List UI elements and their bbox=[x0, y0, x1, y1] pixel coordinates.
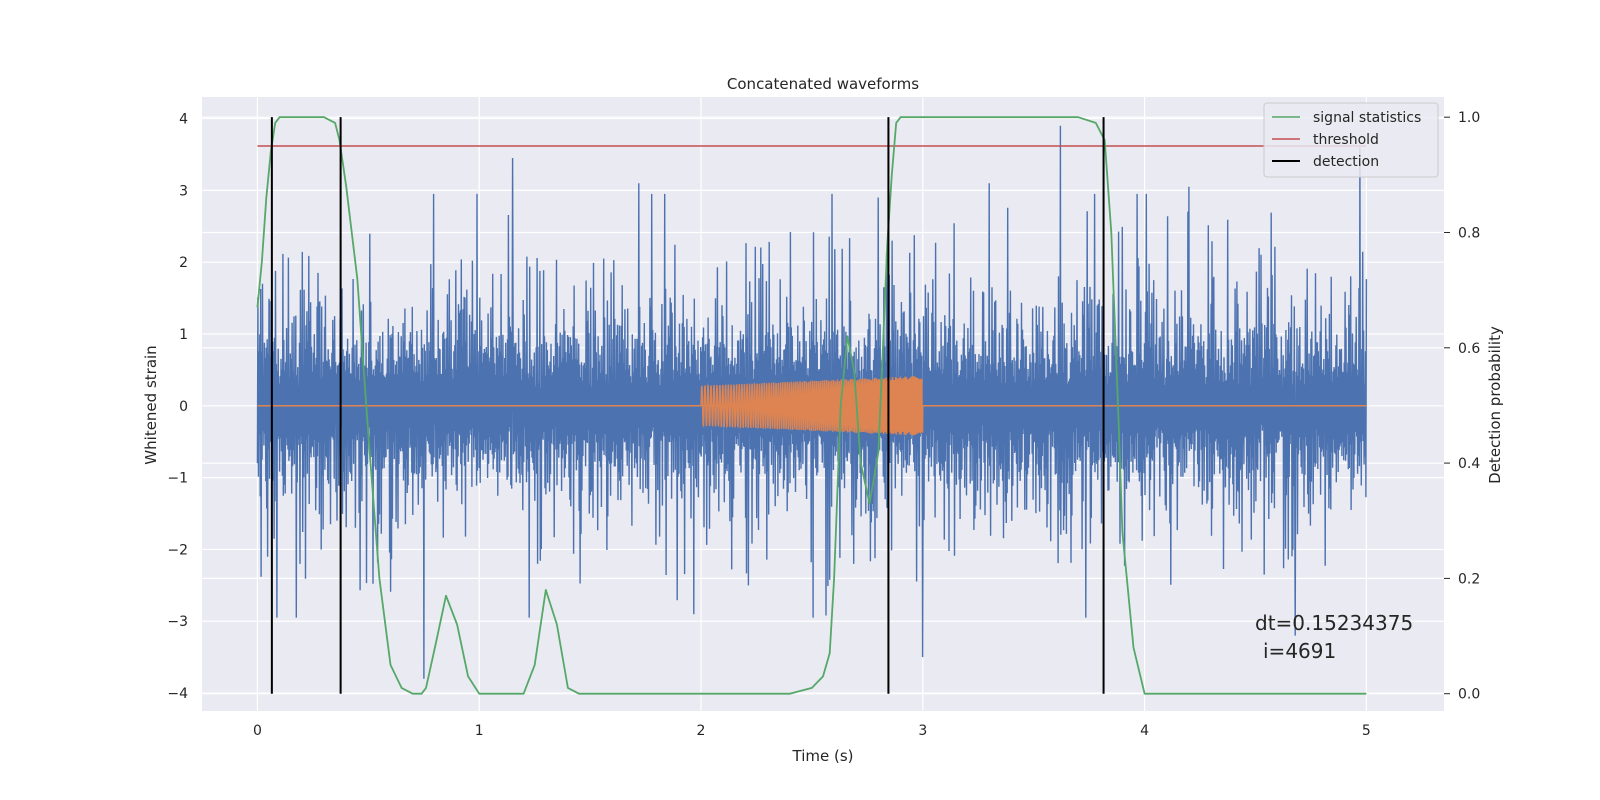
annotation-dt: dt=0.15234375 bbox=[1255, 611, 1413, 635]
x-axis-label: Time (s) bbox=[792, 747, 854, 765]
y-axis-label: Whitened strain bbox=[142, 345, 160, 464]
y-tick-label: 0 bbox=[179, 399, 188, 415]
y-tick-label: 2 bbox=[179, 255, 188, 271]
y2-tick-label: 0.0 bbox=[1458, 687, 1480, 703]
y2-tick-label: 1.0 bbox=[1458, 110, 1480, 126]
y2-tick-label: 0.2 bbox=[1458, 571, 1480, 587]
chart-title: Concatenated waveforms bbox=[727, 75, 919, 93]
x-tick-label: 5 bbox=[1362, 723, 1371, 739]
x-tick-label: 3 bbox=[918, 723, 927, 739]
y-tick-label: −4 bbox=[167, 686, 188, 702]
legend: signal statistics threshold detection bbox=[1263, 102, 1439, 178]
y2-tick-label: 0.4 bbox=[1458, 456, 1480, 472]
y-tick-label: 1 bbox=[179, 327, 188, 343]
waveform-chirp-line bbox=[700, 376, 924, 436]
y-tick-label: 4 bbox=[179, 112, 188, 128]
y2-axis-label: Detection probability bbox=[1486, 326, 1504, 484]
x-tick-label: 2 bbox=[697, 723, 706, 739]
annotation-i: i=4691 bbox=[1263, 639, 1336, 663]
legend-label-signal-statistics: signal statistics bbox=[1313, 110, 1421, 126]
x-tick-label: 4 bbox=[1140, 723, 1149, 739]
y-tick-label: −2 bbox=[167, 542, 188, 558]
y-tick-label: −1 bbox=[167, 471, 188, 487]
y-tick-label: 3 bbox=[179, 183, 188, 199]
legend-label-detection: detection bbox=[1313, 154, 1379, 170]
y2-tick-label: 0.8 bbox=[1458, 225, 1480, 241]
tick-labels: 0 1 2 3 4 5 −4 −3 −2 −1 0 1 2 3 4 0.0 0.2 0.4 0.6 0.8 1.0 bbox=[167, 110, 1480, 739]
y2-tick-label: 0.6 bbox=[1458, 341, 1480, 357]
legend-box bbox=[1263, 102, 1439, 178]
signal-statistics-line bbox=[256, 116, 1367, 695]
x-tick-label: 1 bbox=[475, 723, 484, 739]
x-tick-label: 0 bbox=[253, 723, 262, 739]
y-tick-label: −3 bbox=[167, 614, 188, 630]
series-layer bbox=[256, 116, 1368, 695]
legend-label-threshold: threshold bbox=[1313, 132, 1379, 148]
